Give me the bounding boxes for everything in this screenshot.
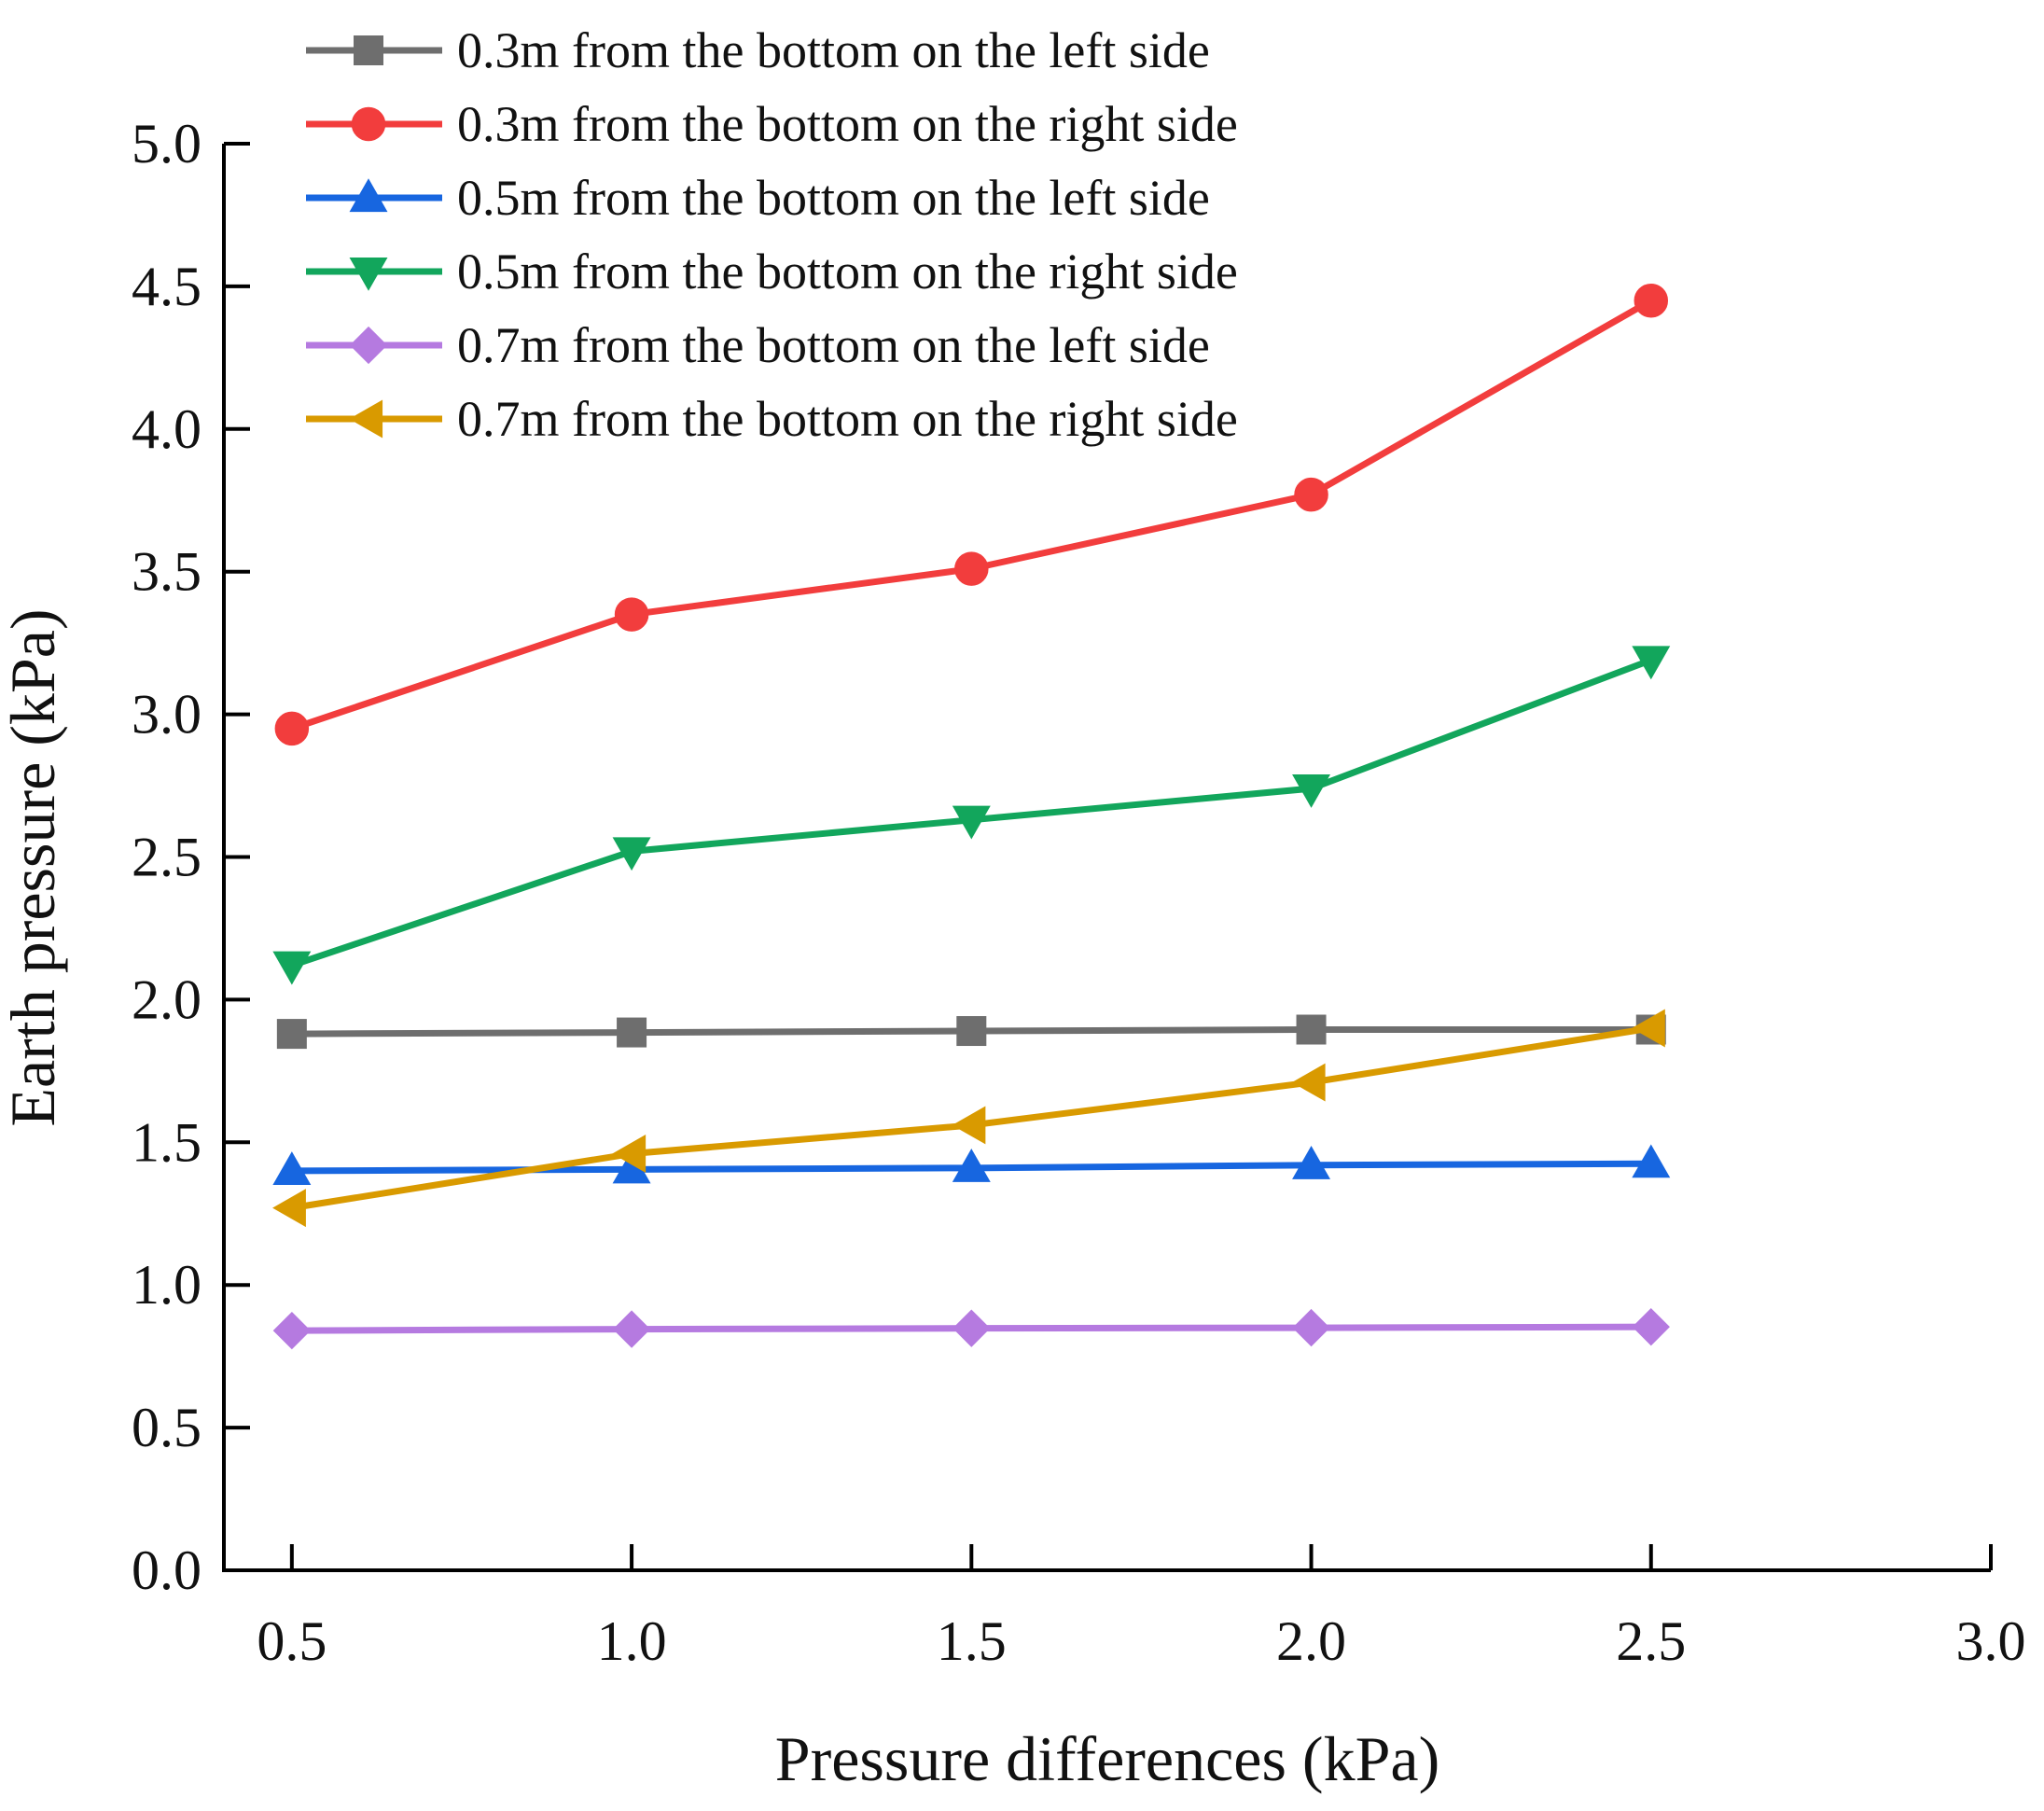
legend-label: 0.3m from the bottom on the right side [457,96,1238,152]
legend-marker [349,399,383,439]
data-point [1634,283,1669,318]
legend-label: 0.7m from the bottom on the right side [457,391,1238,447]
legend-entry: 0.7m from the bottom on the right side [306,391,1238,447]
y-tick-label: 2.0 [132,968,202,1030]
legend-entry: 0.3m from the bottom on the left side [306,22,1210,78]
data-point [1292,774,1331,808]
data-point [952,805,991,840]
legend-label: 0.7m from the bottom on the left side [457,317,1210,373]
legend-marker [349,178,388,213]
series-4 [272,646,1671,985]
data-point [272,1311,312,1350]
y-axis-title: Earth pressure (kPa) [0,608,68,1126]
series-layer [272,283,1671,1350]
legend-entry: 0.7m from the bottom on the left side [306,317,1210,373]
y-tick-label: 2.5 [132,827,202,888]
data-point [952,1309,991,1347]
y-tick-label: 4.5 [132,256,202,317]
data-point [952,1149,991,1182]
data-point [1292,1308,1330,1347]
x-axis-title: Pressure differences (kPa) [775,1723,1439,1794]
axes: 0.0 0.5 1.0 1.5 2.0 2.5 3.0 3.5 4.0 4.5 5.0 0.5 1.0 1… [132,113,2026,1672]
data-point [1632,646,1671,680]
y-tick-label: 0.5 [132,1397,202,1458]
legend-label: 0.5m from the bottom on the left side [457,170,1210,226]
data-point [612,837,651,871]
data-point [272,951,312,985]
x-tick-label: 2.0 [1276,1610,1346,1672]
data-point [956,1016,987,1047]
x-tick-label: 3.0 [1956,1610,2026,1672]
legend-entry: 0.5m from the bottom on the left side [306,170,1210,226]
y-tick-label: 5.0 [132,113,202,174]
data-point [952,1106,986,1145]
data-point [272,1189,306,1228]
data-point [954,551,989,586]
data-point [1291,1063,1326,1102]
data-point [617,1017,647,1048]
data-point [1632,1009,1665,1048]
legend-marker [349,257,388,291]
y-tick-label: 0.0 [132,1539,202,1601]
series-2 [274,283,1669,746]
legend-entry: 0.3m from the bottom on the right side [306,96,1238,152]
data-point [1292,1145,1331,1179]
legend-marker [351,106,386,142]
x-tick-label: 1.0 [597,1610,667,1672]
data-point [1632,1144,1671,1178]
legend-label: 0.5m from the bottom on the right side [457,244,1238,300]
data-point [1296,1014,1327,1045]
series-1 [276,1014,1666,1050]
legend-label: 0.3m from the bottom on the left side [457,22,1210,78]
data-point [612,1310,651,1348]
series-6 [272,1009,1665,1228]
data-point [272,1151,312,1185]
data-point [1294,477,1328,512]
y-tick-label: 4.0 [132,398,202,460]
legend-marker [354,35,383,65]
x-tick-label: 0.5 [257,1610,327,1672]
data-point [612,1135,647,1174]
x-tick-label: 1.5 [937,1610,1007,1672]
data-point [276,1019,307,1050]
data-point [1632,1307,1670,1346]
data-point [274,711,310,746]
y-tick-label: 3.5 [132,541,202,603]
series-5 [272,1307,1670,1350]
y-tick-label: 3.0 [132,684,202,745]
legend-entry: 0.5m from the bottom on the right side [306,244,1238,300]
legend-marker [349,326,388,365]
legend: 0.3m from the bottom on the left side 0.3… [306,22,1238,447]
x-tick-label: 2.5 [1616,1610,1686,1672]
y-tick-label: 1.5 [132,1111,202,1173]
data-point [614,597,649,632]
y-tick-label: 1.0 [132,1254,202,1316]
